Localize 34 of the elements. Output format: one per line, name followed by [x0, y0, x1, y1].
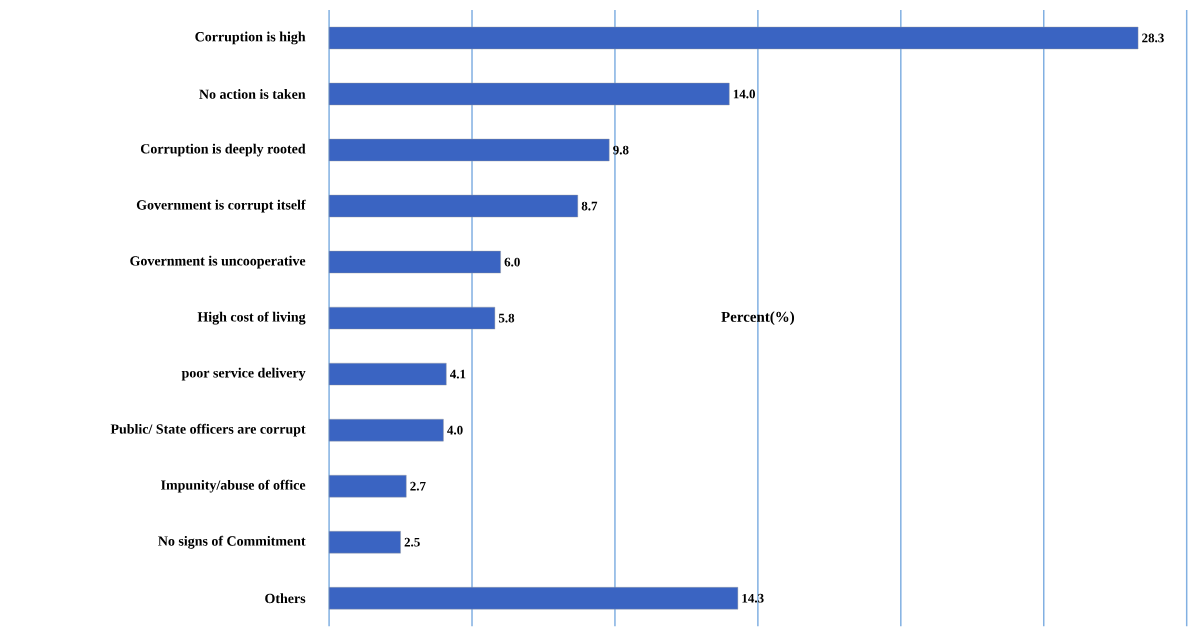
data-label: 5.8	[498, 313, 515, 323]
bar	[328, 138, 610, 162]
data-label: 4.1	[449, 369, 466, 379]
data-label: 14.0	[733, 89, 756, 99]
bar	[328, 418, 444, 442]
bar	[328, 586, 739, 610]
x-axis-title: Percent(%)	[721, 311, 795, 325]
data-label: 2.5	[404, 537, 420, 547]
data-label: 4.0	[447, 425, 463, 435]
bar	[328, 474, 407, 498]
bar	[328, 82, 730, 106]
bar	[328, 26, 1139, 50]
bar	[328, 530, 401, 554]
data-label: 14.3	[742, 593, 764, 603]
data-label: 9.8	[613, 145, 629, 155]
data-label: 8.7	[581, 201, 598, 211]
bar	[328, 194, 578, 218]
bar	[328, 306, 496, 330]
y-tick-label: Government is uncooperative	[130, 255, 306, 269]
y-tick-label: No signs of Commitment	[158, 535, 306, 549]
y-tick-label: Corruption is high	[195, 31, 306, 45]
y-tick-label: Corruption is deeply rooted	[140, 143, 306, 157]
data-label: 6.0	[504, 257, 520, 267]
y-tick-label: Public/ State officers are corrupt	[110, 423, 306, 437]
bar	[328, 250, 501, 274]
y-tick-label: No action is taken	[199, 88, 306, 99]
y-tick-label: poor service delivery	[181, 367, 306, 381]
y-tick-label: Others	[265, 593, 306, 604]
bar	[328, 362, 447, 386]
data-label: 2.7	[410, 481, 426, 491]
y-tick-label: High cost of living	[197, 311, 306, 325]
y-tick-label: Government is corrupt itself	[136, 199, 306, 213]
data-label: 28.3	[1142, 33, 1164, 43]
y-tick-label: Impunity/abuse of office	[161, 479, 306, 493]
